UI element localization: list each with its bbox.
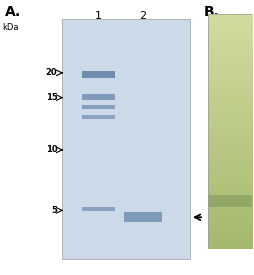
Text: A.: A. (5, 6, 21, 20)
Bar (81, 105, 114, 109)
Bar (81, 207, 114, 211)
Bar (123, 212, 161, 222)
Text: 5: 5 (51, 206, 57, 215)
Bar (81, 115, 114, 119)
Bar (81, 71, 114, 78)
Text: 10: 10 (45, 145, 57, 154)
Text: 1: 1 (94, 11, 101, 21)
Text: 2: 2 (139, 11, 146, 21)
Bar (81, 94, 114, 100)
Text: kDa: kDa (3, 23, 19, 32)
Text: B.: B. (203, 6, 219, 20)
Text: 20: 20 (45, 68, 57, 77)
Text: 15: 15 (45, 93, 57, 102)
Bar (207, 195, 251, 207)
Bar (62, 19, 189, 258)
